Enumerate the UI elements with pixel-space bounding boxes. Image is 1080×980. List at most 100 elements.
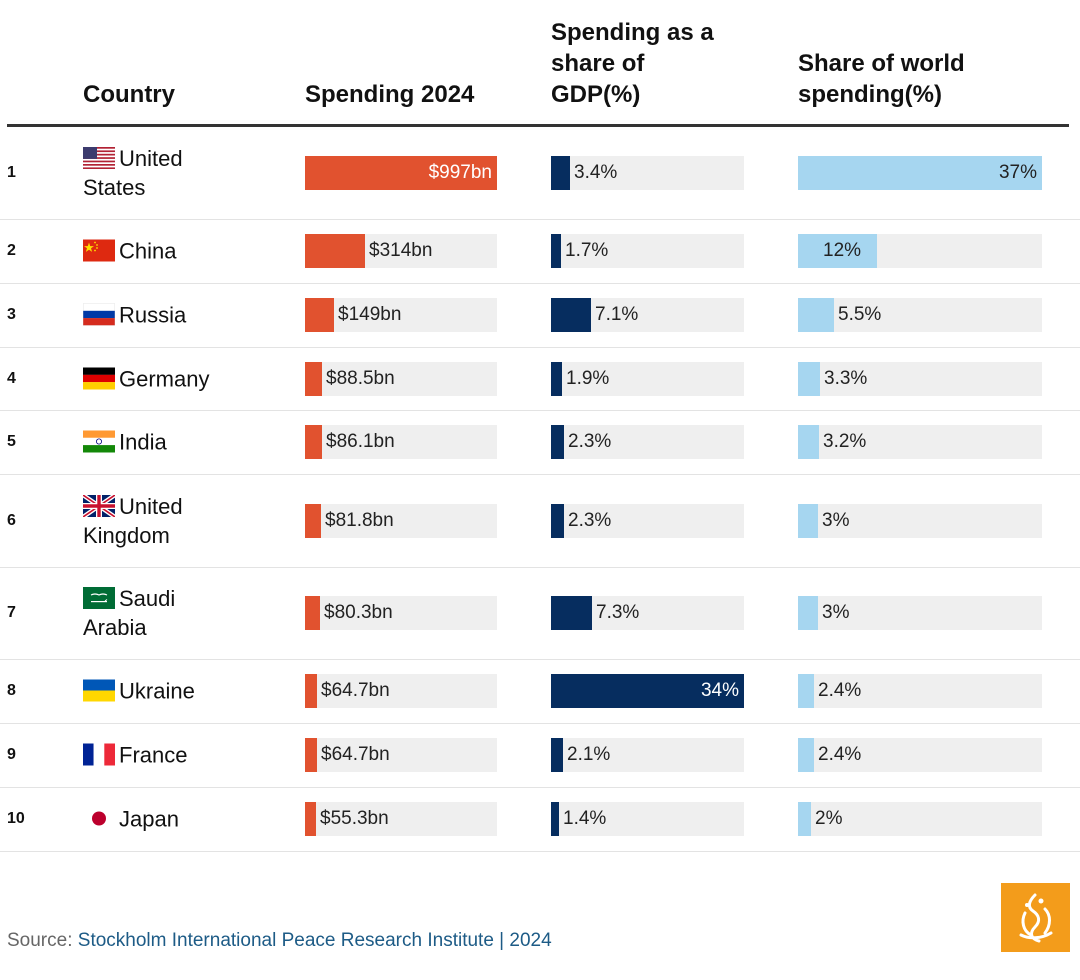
india-flag-icon	[83, 430, 115, 453]
gdp-bar	[551, 596, 592, 630]
world-bar	[798, 738, 814, 772]
spend-bar	[305, 156, 497, 190]
world-value-label: 2.4%	[818, 744, 862, 765]
source-link[interactable]: Stockholm International Peace Research I…	[77, 930, 552, 951]
country-name-line1: Ukraine	[119, 678, 195, 704]
country-name-line1: Russia	[119, 302, 187, 328]
rank-number: 8	[7, 682, 16, 699]
country-name-line1: United	[119, 146, 183, 171]
us-flag-icon	[83, 147, 115, 169]
gdp-bar-track: 1.7%	[551, 234, 744, 268]
world-value-label: 2.4%	[818, 680, 862, 701]
world-bar	[798, 425, 819, 459]
spend-bar-track: $64.7bn	[305, 738, 497, 772]
country-name: Ukraine	[83, 677, 293, 706]
world-value-label: 5.5%	[838, 304, 882, 325]
gdp-value-label: 34%	[700, 680, 739, 701]
table-row: 8 Ukraine $64.7bn 34% 2.4%	[0, 659, 1080, 724]
header-divider	[7, 124, 1069, 127]
world-bar	[798, 298, 834, 332]
country-name-line2: Kingdom	[83, 522, 170, 548]
spend-value-label: $149bn	[338, 304, 402, 325]
table-row: 2 China $314bn 1.7% 12%	[0, 219, 1080, 284]
world-value-label: 37%	[998, 162, 1037, 183]
spend-bar-track: $81.8bn	[305, 503, 497, 538]
rank-number: 5	[7, 433, 16, 450]
rank-number: 3	[7, 306, 16, 323]
country-name: Japan	[83, 805, 293, 834]
spend-value-label: $314bn	[369, 240, 433, 261]
gdp-value-label: 2.1%	[567, 744, 611, 765]
header-country: Country	[83, 81, 175, 108]
spend-bar	[305, 503, 321, 538]
gdp-value-label: 1.9%	[566, 367, 610, 389]
gdp-bar-track: 1.9%	[551, 361, 744, 396]
gdp-bar-track: 2.1%	[551, 738, 744, 772]
gdp-bar-track: 2.3%	[551, 425, 744, 459]
spend-bar-track: $149bn	[305, 298, 497, 332]
spend-bar	[305, 738, 317, 772]
world-bar-track: 37%	[798, 156, 1042, 190]
world-value-label: 12%	[823, 240, 862, 261]
world-bar-track: 5.5%	[798, 298, 1042, 332]
spend-value-label: $55.3bn	[320, 808, 389, 829]
spend-bar	[305, 425, 322, 459]
spend-bar	[305, 361, 322, 396]
gdp-bar	[551, 425, 564, 459]
al-jazeera-logo-icon	[1001, 883, 1070, 952]
world-bar-track: 2.4%	[798, 738, 1042, 772]
country-name-line2: States	[83, 175, 146, 200]
gdp-value-label: 3.4%	[574, 162, 618, 183]
france-flag-icon	[83, 743, 115, 766]
rank-number: 2	[7, 242, 16, 259]
spend-value-label: $80.3bn	[324, 602, 393, 623]
country-name-line1: Japan	[119, 806, 179, 832]
gdp-value-label: 7.1%	[595, 304, 639, 325]
gdp-bar	[551, 738, 563, 772]
world-value-label: 3%	[822, 509, 850, 531]
header-world-line1: Share of world	[798, 50, 965, 77]
header-gdp-line3: GDP(%)	[551, 81, 641, 108]
spend-bar-track: $86.1bn	[305, 425, 497, 459]
country-name-line1: Germany	[119, 366, 210, 391]
world-bar	[798, 156, 1042, 190]
world-bar-track: 2.4%	[798, 674, 1042, 708]
spend-bar-track: $64.7bn	[305, 674, 497, 708]
source-prefix: Source:	[7, 930, 78, 951]
gdp-bar-track: 3.4%	[551, 156, 744, 190]
country-name: Russia	[83, 301, 293, 330]
japan-flag-icon	[83, 807, 115, 830]
gdp-bar-track: 7.3%	[551, 596, 744, 630]
rank-number: 9	[7, 746, 16, 763]
ukraine-flag-icon	[83, 679, 115, 702]
spend-bar	[305, 596, 320, 630]
gdp-bar	[551, 234, 561, 268]
table-row: 9 France $64.7bn 2.1% 2.4%	[0, 723, 1080, 788]
table-row: 7 Saudi Arabia $80.3bn 7.3% 3%	[0, 567, 1080, 660]
world-value-label: 2%	[815, 808, 843, 829]
country-name-line1: China	[119, 238, 177, 264]
spend-bar-track: $314bn	[305, 234, 497, 268]
world-value-label: 3.3%	[824, 367, 868, 389]
gdp-bar	[551, 156, 570, 190]
gdp-value-label: 1.4%	[563, 808, 607, 829]
country-name-line1: Saudi	[119, 586, 176, 611]
spend-value-label: $86.1bn	[326, 431, 395, 452]
table-row: 3 Russia $149bn 7.1% 5.5%	[0, 283, 1080, 348]
table-row: 1 United States $997bn 3.4% 37%	[0, 127, 1080, 220]
header-gdp-share: Spending as a share of GDP(%)	[551, 17, 751, 110]
world-bar-track: 3.2%	[798, 425, 1042, 459]
gdp-value-label: 2.3%	[568, 509, 612, 531]
gdp-bar-track: 2.3%	[551, 503, 744, 538]
spend-value-label: $88.5bn	[326, 367, 395, 389]
spend-bar	[305, 298, 334, 332]
rank-number: 6	[7, 511, 16, 529]
gdp-bar-track: 34%	[551, 674, 744, 708]
country-name-line1: United	[119, 493, 183, 519]
rank-number: 1	[7, 164, 16, 181]
spend-value-label: $64.7bn	[321, 680, 390, 701]
country-name: Germany	[83, 364, 293, 393]
country-name: France	[83, 741, 293, 770]
table-row: 10 Japan $55.3bn 1.4% 2%	[0, 787, 1080, 852]
china-flag-icon	[83, 239, 115, 262]
